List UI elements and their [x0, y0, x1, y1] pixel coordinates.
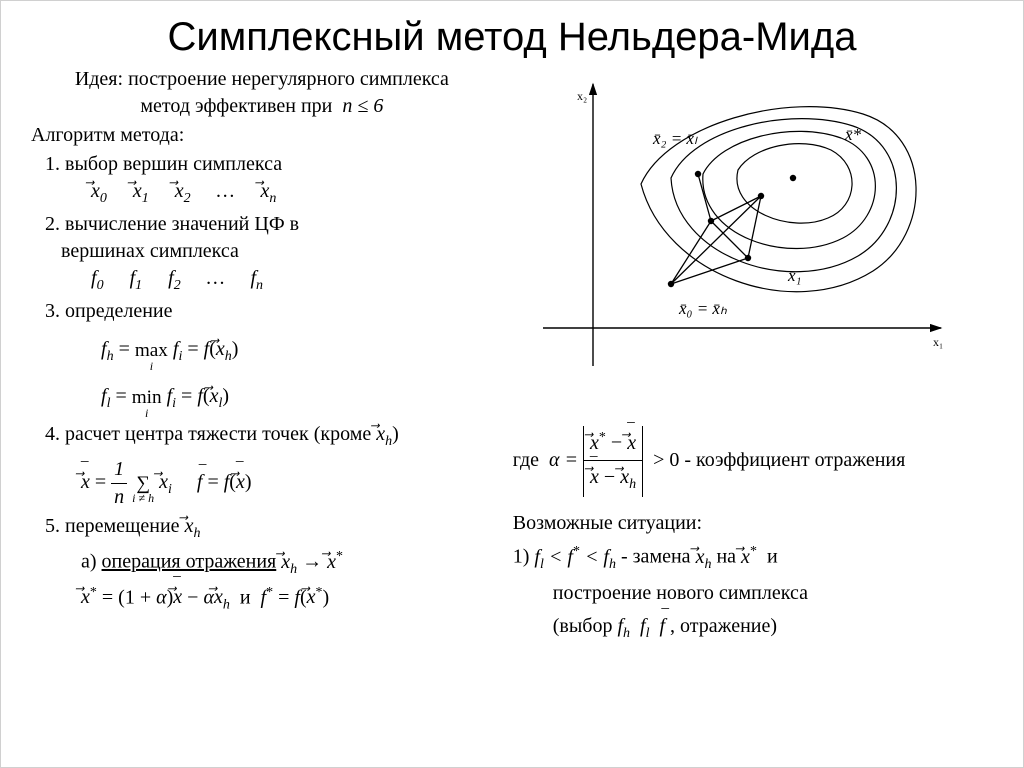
step2-values: f0 f1 f2 … fn: [31, 265, 493, 296]
alpha-eq: α =: [549, 449, 578, 471]
step-3: 3. определение: [31, 298, 493, 325]
situations-heading: Возможные ситуации:: [513, 509, 993, 538]
content-columns: Идея: построение нерегулярного симплекса…: [1, 66, 1023, 644]
case1-and: и: [767, 546, 778, 568]
eq-fl: fl = mini fi = f(xl): [31, 376, 493, 419]
case-1-line1: 1) fl < f* < fh - замена xh на x* и: [513, 542, 993, 575]
and: и: [240, 586, 251, 608]
svg-text:x₂: x₂: [577, 89, 587, 103]
case1-l3-prefix: (выбор: [553, 615, 613, 637]
dots2: …: [207, 265, 225, 296]
vec-x2: x2: [175, 178, 191, 209]
slide: Симплексный метод Нельдера-Мида Идея: по…: [0, 0, 1024, 768]
step-4-suffix: ): [392, 423, 399, 445]
step1-vertices: x0 x1 x2 … xn: [31, 178, 493, 209]
idea-cond: n ≤ 6: [342, 95, 383, 117]
alpha-definition: где α = x* − ‾x ‾x − xh > 0 - коэффициен…: [513, 426, 993, 497]
eq-centroid: ‾x = 1n ∑i ≠ h xi ‾f = f(‾x): [31, 456, 493, 511]
svg-text:x̄₀ = x̄ₕ: x̄₀ = x̄ₕ: [678, 299, 727, 318]
case1-l3-suffix: , отражение): [670, 615, 777, 637]
f1: f1: [130, 265, 143, 296]
alpha-prefix: где: [513, 449, 539, 471]
svg-text:x₁: x₁: [933, 335, 943, 349]
contour-diagram: x₁ x₂ x̄₂ = x̄ₗ x̄* x̄₁ x̄₀ = x̄ₕ: [493, 66, 953, 376]
algo-heading: Алгоритм метода:: [31, 122, 493, 149]
step-5: 5. перемещение xh: [31, 513, 493, 544]
case-1-line3: (выбор fh fl ‾f , отражение): [513, 612, 993, 644]
idea-line2-text: метод эффективен при: [140, 95, 332, 117]
case-1-line2: построение нового симплекса: [513, 579, 993, 608]
idea-line2: метод эффективен при n ≤ 6: [31, 93, 493, 120]
case1-num: 1): [513, 546, 530, 568]
vec-x0: x0: [91, 178, 107, 209]
step-5-prefix: 5. перемещение: [45, 515, 180, 537]
eq-reflection: x* = (1 + α)‾x − αxh и f* = f(x*): [31, 584, 493, 616]
case1-mid: - замена: [621, 546, 691, 568]
step-5a-text: операция отражения: [102, 551, 277, 573]
svg-text:x̄₁: x̄₁: [787, 266, 801, 285]
f2: f2: [168, 265, 181, 296]
alpha-post: > 0 - коэффициент отражения: [653, 449, 905, 471]
step-1: 1. выбор вершин симплекса: [31, 151, 493, 178]
alpha-frac: x* − ‾x ‾x − xh: [583, 426, 643, 497]
step-5a-label: а) операция отражения xh → x*: [31, 548, 493, 580]
f0: f0: [91, 265, 104, 296]
left-column: Идея: построение нерегулярного симплекса…: [31, 66, 493, 644]
fn: fn: [250, 265, 263, 296]
step-4-prefix: 4. расчет центра тяжести точек (кроме: [45, 423, 371, 445]
right-text-block: где α = x* − ‾x ‾x − xh > 0 - коэффициен…: [493, 382, 993, 644]
case1-on: на: [716, 546, 736, 568]
idea-line1: Идея: построение нерегулярного симплекса: [31, 66, 493, 93]
eq-fh: fh = maxi fi = f(xh): [31, 329, 493, 372]
step-5a-a: а): [81, 551, 97, 573]
right-column: x₁ x₂ x̄₂ = x̄ₗ x̄* x̄₁ x̄₀ = x̄ₕ где α = x* …: [493, 66, 993, 644]
step-2a: 2. вычисление значений ЦФ в: [31, 211, 493, 238]
step-4: 4. расчет центра тяжести точек (кроме xh…: [31, 421, 493, 452]
page-title: Симплексный метод Нельдера-Мида: [1, 1, 1023, 66]
vec-xn: xn: [260, 178, 276, 209]
step-2b: вершинах симплекса: [31, 238, 493, 265]
svg-text:x̄₂ = x̄ₗ: x̄₂ = x̄ₗ: [652, 129, 698, 148]
dots: …: [217, 178, 235, 209]
svg-text:x̄*: x̄*: [844, 125, 862, 144]
vec-x1: x1: [133, 178, 149, 209]
